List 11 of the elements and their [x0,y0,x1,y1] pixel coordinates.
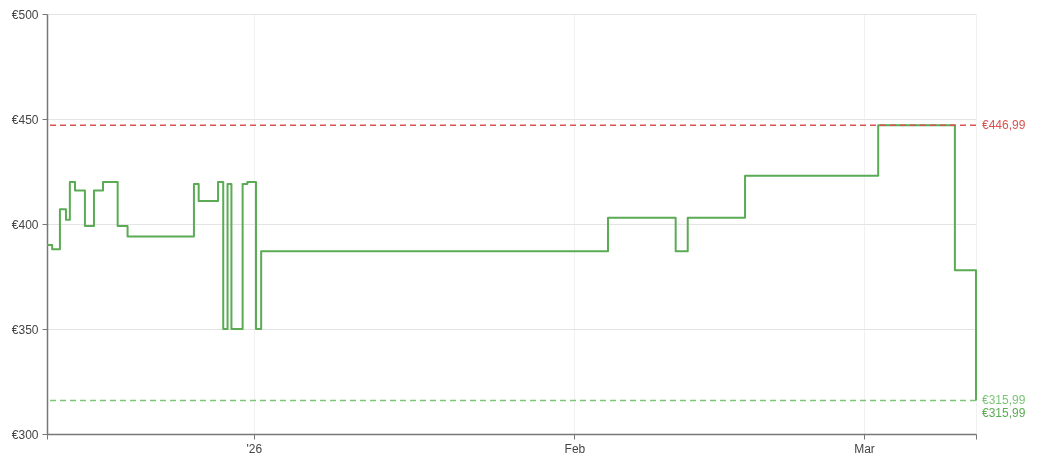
x-tick-label: '26 [246,441,263,456]
ref-line-label: €315,99 [982,393,1026,408]
y-tick-label: €350 [11,322,39,337]
y-tick-label: €400 [11,217,39,232]
annotation: €315,99 [982,406,1026,421]
ref-line-label: €446,99 [982,118,1026,133]
y-tick-label: €500 [11,7,39,22]
y-tick-label: €300 [11,427,39,442]
x-tick-label: Mar [854,441,875,456]
y-tick-label: €450 [11,112,39,127]
x-tick-label: Feb [564,441,586,456]
